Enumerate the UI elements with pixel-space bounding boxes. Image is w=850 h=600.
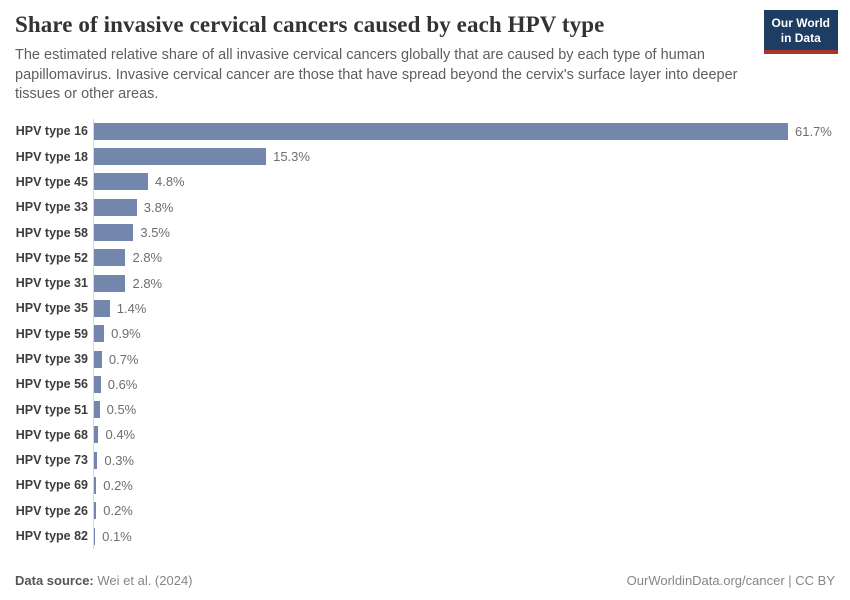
category-label: HPV type 31 bbox=[15, 276, 88, 291]
value-label: 3.8% bbox=[143, 199, 174, 215]
bar[interactable] bbox=[94, 476, 97, 494]
bar-plot-area: 4.8% bbox=[93, 169, 835, 195]
bar[interactable] bbox=[94, 350, 102, 368]
value-label: 0.3% bbox=[104, 452, 134, 468]
owid-logo-line2: in Data bbox=[780, 31, 821, 45]
bar-row: HPV type 69 0.2% bbox=[15, 472, 835, 499]
bar-plot-area: 2.8% bbox=[93, 270, 835, 296]
category-label: HPV type 45 bbox=[15, 174, 88, 189]
bar[interactable] bbox=[94, 375, 101, 393]
bar-row: HPV type 68 0.4% bbox=[15, 422, 835, 448]
bar-row: HPV type 16 61.7% bbox=[15, 118, 835, 144]
bar[interactable] bbox=[94, 249, 126, 267]
value-label: 0.2% bbox=[103, 503, 133, 519]
value-label: 1.4% bbox=[116, 300, 147, 316]
bar-plot-area: 0.7% bbox=[93, 346, 835, 372]
bar[interactable] bbox=[94, 173, 148, 191]
bar-plot-area: 0.4% bbox=[93, 422, 835, 448]
bar[interactable] bbox=[94, 299, 110, 317]
category-label: HPV type 73 bbox=[15, 453, 88, 468]
bar[interactable] bbox=[94, 401, 100, 419]
page-title: Share of invasive cervical cancers cause… bbox=[15, 12, 605, 37]
bar-row: HPV type 58 3.5% bbox=[15, 219, 835, 246]
category-label: HPV type 68 bbox=[15, 427, 88, 442]
category-label: HPV type 26 bbox=[15, 503, 88, 518]
bar-plot-area: 3.8% bbox=[93, 194, 835, 220]
bar-row: HPV type 73 0.3% bbox=[15, 447, 835, 473]
bar-plot-area: 15.3% bbox=[93, 143, 835, 170]
bar-row: HPV type 82 0.1% bbox=[15, 523, 835, 549]
category-label: HPV type 16 bbox=[15, 124, 88, 139]
bar-plot-area: 2.8% bbox=[93, 245, 835, 271]
bar-plot-area: 0.1% bbox=[93, 523, 835, 549]
bar-row: HPV type 56 0.6% bbox=[15, 371, 835, 397]
category-label: HPV type 35 bbox=[15, 301, 88, 316]
bar-row: HPV type 18 15.3% bbox=[15, 143, 835, 170]
category-label: HPV type 82 bbox=[15, 529, 88, 544]
bar-plot-area: 0.6% bbox=[93, 371, 835, 397]
data-source-value: Wei et al. (2024) bbox=[97, 573, 193, 588]
bar-row: HPV type 35 1.4% bbox=[15, 295, 835, 322]
category-label: HPV type 18 bbox=[15, 149, 88, 164]
data-source-label: Data source: bbox=[15, 573, 94, 588]
value-label: 4.8% bbox=[154, 174, 185, 190]
bar-row: HPV type 33 3.8% bbox=[15, 194, 835, 220]
bar-plot-area: 0.3% bbox=[93, 447, 835, 473]
bar[interactable] bbox=[94, 274, 126, 292]
bar[interactable] bbox=[94, 148, 267, 166]
category-label: HPV type 39 bbox=[15, 352, 88, 366]
bar-row: HPV type 52 2.8% bbox=[15, 245, 835, 271]
bar[interactable] bbox=[94, 122, 788, 140]
bar[interactable] bbox=[94, 224, 134, 242]
bar-row: HPV type 59 0.9% bbox=[15, 321, 835, 347]
bar-plot-area: 0.2% bbox=[93, 472, 835, 499]
bar[interactable] bbox=[94, 325, 105, 343]
value-label: 0.5% bbox=[106, 402, 137, 418]
value-label: 3.5% bbox=[140, 225, 170, 241]
value-label: 2.8% bbox=[132, 250, 163, 266]
value-label: 0.4% bbox=[105, 427, 136, 443]
category-label: HPV type 56 bbox=[15, 377, 88, 392]
bar-row: HPV type 39 0.7% bbox=[15, 346, 835, 372]
value-label: 0.7% bbox=[108, 351, 139, 367]
bar-row: HPV type 31 2.8% bbox=[15, 270, 835, 296]
value-label: 0.9% bbox=[111, 326, 141, 342]
category-label: HPV type 69 bbox=[15, 478, 88, 493]
category-label: HPV type 59 bbox=[15, 326, 88, 341]
bar-plot-area: 3.5% bbox=[93, 219, 835, 246]
bar[interactable] bbox=[94, 527, 96, 545]
bar-plot-area: 0.5% bbox=[93, 396, 835, 423]
bar[interactable] bbox=[94, 502, 97, 520]
bar-row: HPV type 51 0.5% bbox=[15, 396, 835, 423]
value-label: 0.2% bbox=[103, 477, 133, 493]
attribution-link[interactable]: OurWorldinData.org/cancer | CC BY bbox=[626, 573, 835, 588]
bar-row: HPV type 45 4.8% bbox=[15, 169, 835, 195]
bar-chart: HPV type 16 61.7% HPV type 18 15.3% HPV type… bbox=[15, 118, 835, 549]
chart-header: Share of invasive cervical cancers cause… bbox=[0, 0, 850, 105]
value-label: 15.3% bbox=[273, 149, 310, 165]
bar[interactable] bbox=[94, 426, 99, 444]
owid-logo-line1: Our World bbox=[771, 16, 830, 30]
value-label: 0.6% bbox=[107, 376, 138, 392]
bar[interactable] bbox=[94, 451, 98, 469]
bar-row: HPV type 26 0.2% bbox=[15, 498, 835, 524]
category-label: HPV type 51 bbox=[15, 402, 88, 417]
bar-plot-area: 0.2% bbox=[93, 498, 835, 524]
bar-plot-area: 61.7% bbox=[93, 118, 835, 144]
chart-subtitle: The estimated relative share of all inva… bbox=[15, 47, 738, 103]
category-label: HPV type 52 bbox=[15, 250, 88, 265]
owid-logo[interactable]: Our World in Data bbox=[763, 10, 838, 54]
chart-footer: Data source: Wei et al. (2024) OurWorldi… bbox=[15, 573, 835, 588]
value-label: 61.7% bbox=[795, 123, 832, 139]
value-label: 0.1% bbox=[102, 528, 132, 544]
bar-plot-area: 1.4% bbox=[93, 295, 835, 322]
bar-plot-area: 0.9% bbox=[93, 321, 835, 347]
value-label: 2.8% bbox=[132, 275, 163, 291]
data-source-note: Data source: Wei et al. (2024) bbox=[15, 573, 193, 588]
category-label: HPV type 58 bbox=[15, 225, 88, 240]
bar[interactable] bbox=[94, 198, 137, 216]
category-label: HPV type 33 bbox=[15, 200, 88, 215]
